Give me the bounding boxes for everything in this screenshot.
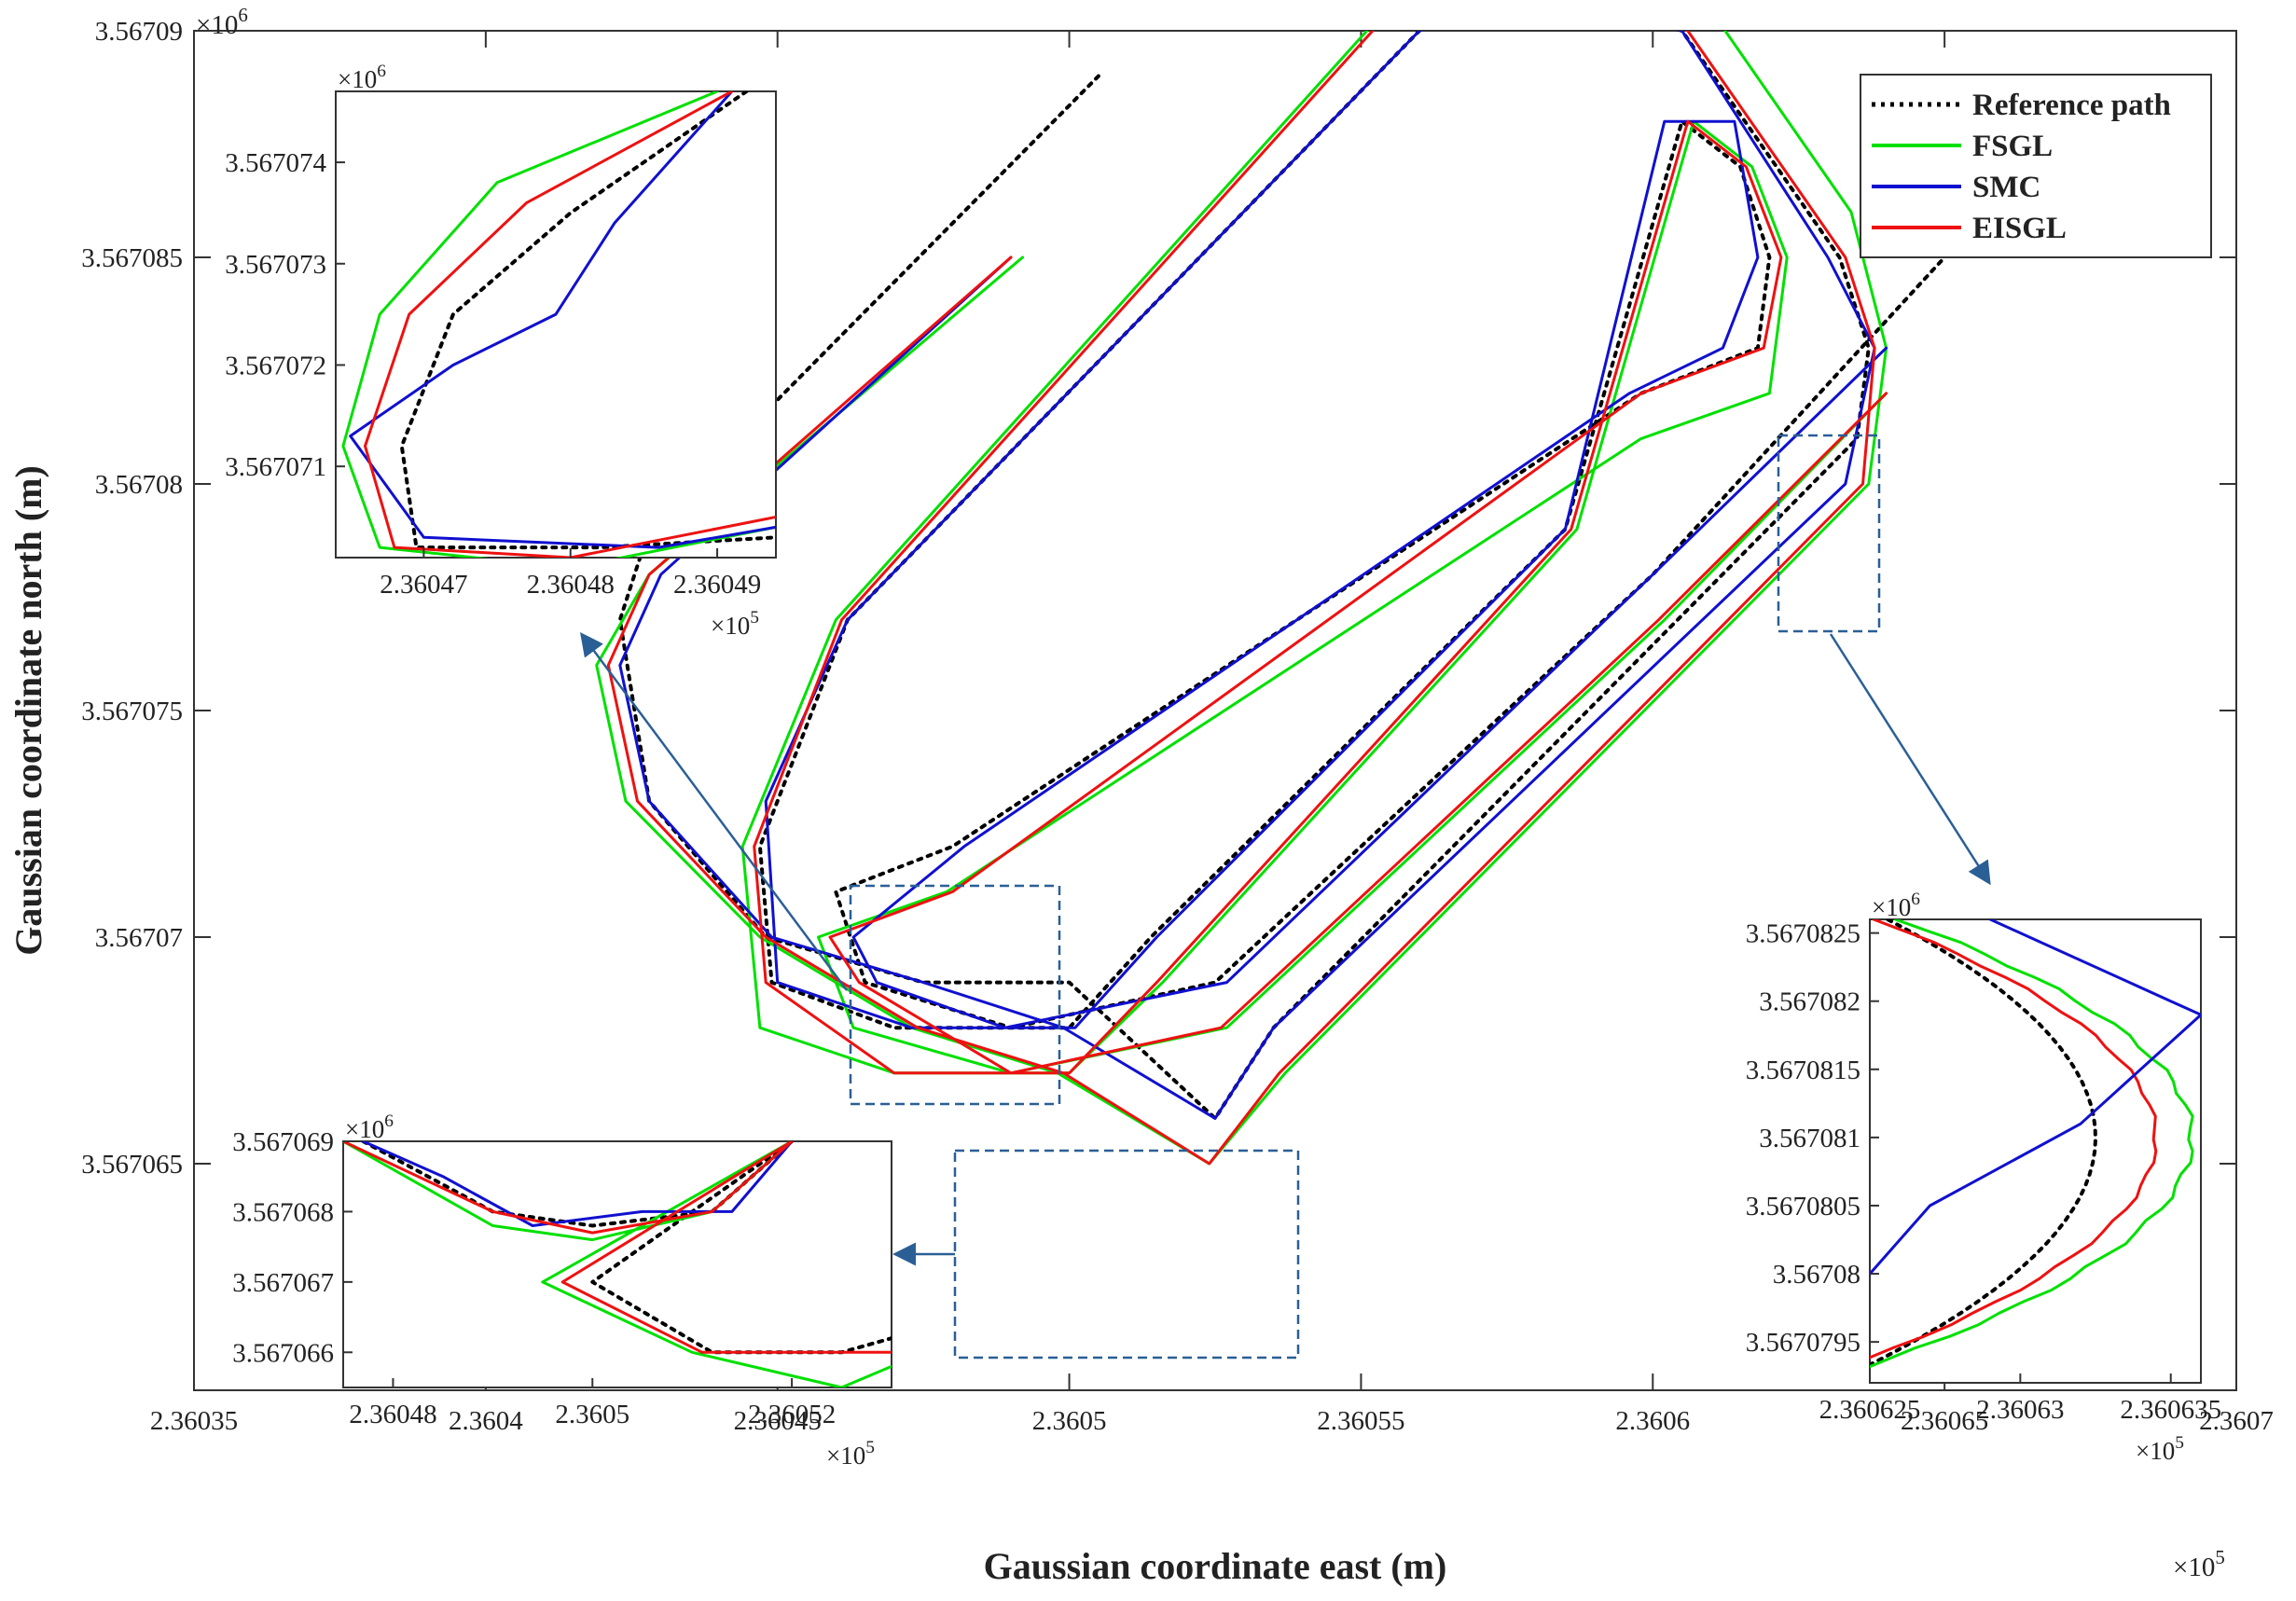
- y-axis-label: Gaussian coordinate north (m): [7, 465, 49, 956]
- zoom-box-bottom: [953, 1149, 1300, 1359]
- inset-bottom-right-x-exponent: ×105: [2136, 1433, 2184, 1465]
- inset-top-left-frame: [335, 90, 777, 559]
- inset-bottom-left-x-tick-label: 2.36052: [748, 1400, 836, 1429]
- inset-bottom-left-plot: [343, 1141, 892, 1387]
- x-tick-label: 2.3604: [449, 1406, 523, 1436]
- x-axis-label: Gaussian coordinate east (m): [984, 1545, 1447, 1587]
- y-tick-label: 3.567065: [81, 1150, 183, 1180]
- inset-top-left-series-reference-path: [399, 91, 776, 550]
- inset-bottom-left-y-tick-label: 3.567066: [232, 1338, 334, 1368]
- x-tick-label: 2.36065: [1901, 1406, 1988, 1436]
- inset-layer: 2.36047 2.36048 2.36049 3.567071 3.567072 3.5…: [225, 62, 2221, 1470]
- inset-top-left-x-tick-label: 2.36049: [673, 570, 761, 600]
- inset-bottom-right-y-tick-label: 3.5670795: [1746, 1328, 1860, 1358]
- inset-top-left-x-exponent: ×105: [711, 608, 759, 640]
- inset-bottom-right-y-tick-label: 3.5670805: [1746, 1192, 1860, 1221]
- inset-top-left-x-tick-label: 2.36047: [380, 570, 467, 600]
- main-plot-area: [595, 31, 1947, 1166]
- inset-bottom-right-y-tick-label: 3.567081: [1759, 1124, 1860, 1153]
- x-exponent-label: ×105: [2173, 1546, 2225, 1582]
- y-tick-label: 3.56709: [95, 17, 183, 47]
- inset-bottom-right-y-tick-label: 3.5670815: [1746, 1056, 1860, 1085]
- x-tick-label: 2.3606: [1615, 1406, 1690, 1436]
- inset-bottom-left-x-tick-label: 2.3605: [555, 1400, 629, 1429]
- inset-bottom-right-y-tick-label: 3.5670825: [1746, 919, 1860, 949]
- inset-bottom-right: 2.360625 2.36063 2.360635 3.5670795 3.56708 3…: [1746, 890, 2221, 1465]
- inset-bottom-left-series-fsgl: [343, 1141, 892, 1387]
- x-tick-label: 2.36055: [1317, 1406, 1404, 1436]
- legend-label-fsgl: FSGL: [1972, 130, 2053, 163]
- inset-bottom-right-y-tick-label: 3.56708: [1773, 1260, 1860, 1290]
- inset-top-left-y-tick-label: 3.567074: [225, 148, 326, 178]
- inset-top-left-series-fsgl: [341, 91, 776, 558]
- inset-bottom-left-x-tick-label: 2.36048: [349, 1400, 436, 1429]
- inset-bottom-left-series-smc: [361, 1141, 794, 1227]
- inset-bottom-right-frame: [1869, 918, 2202, 1384]
- inset-top-left: 2.36047 2.36048 2.36049 3.567071 3.567072 3.5…: [225, 62, 777, 640]
- zoom-box-right-arrow: [1829, 633, 1991, 886]
- inset-bottom-right-series-smc: [1870, 919, 2201, 1276]
- x-tick-label: 2.3605: [1032, 1406, 1107, 1436]
- main-series-reference-path: [617, 31, 1947, 1121]
- inset-top-left-x-tick-label: 2.36048: [527, 570, 615, 600]
- inset-bottom-left-y-tick-label: 3.567067: [232, 1268, 334, 1298]
- inset-bottom-left-y-tick-label: 3.567068: [232, 1197, 334, 1227]
- inset-bottom-right-series-eisgl: [1870, 919, 2158, 1359]
- inset-bottom-right-x-tick-label: 2.36063: [1976, 1395, 2064, 1425]
- zoom-box-right: [1777, 434, 1881, 633]
- y-tick-label: 3.567085: [81, 243, 183, 273]
- x-tick-label: 2.36045: [734, 1406, 822, 1436]
- legend-label-smc: SMC: [1972, 171, 2040, 204]
- zoom-box-left-loop: [849, 884, 1061, 1106]
- inset-bottom-left-y-tick-label: 3.567069: [232, 1127, 334, 1157]
- zoom-box-left-loop-arrow: [580, 631, 849, 991]
- inset-top-left-y-tick-label: 3.567073: [225, 250, 326, 280]
- inset-bottom-right-y-exponent: ×106: [1872, 890, 1920, 921]
- inset-bottom-right-series-reference-path: [1870, 919, 2097, 1367]
- inset-bottom-left-y-exponent: ×106: [345, 1111, 394, 1143]
- inset-top-left-series-smc: [349, 91, 776, 549]
- legend-label-reference-path: Reference path: [1972, 89, 2171, 122]
- inset-top-left-y-exponent: ×106: [338, 62, 386, 93]
- y-tick-label: 3.56708: [95, 470, 183, 500]
- main-series-smc: [618, 31, 1888, 1120]
- inset-bottom-right-series-fsgl: [1870, 919, 2194, 1369]
- inset-top-left-y-tick-label: 3.567072: [225, 351, 326, 380]
- y-tick-label: 3.56707: [95, 923, 183, 953]
- inset-bottom-left-series-eisgl: [343, 1141, 892, 1354]
- inset-top-left-plot: [341, 91, 776, 558]
- inset-bottom-left: 2.36048 2.3605 2.36052 3.567066 3.567067 3.56…: [232, 1111, 892, 1470]
- inset-bottom-right-x-tick-label: 2.360635: [2120, 1395, 2221, 1425]
- legend-label-eisgl: EISGL: [1972, 212, 2067, 245]
- inset-bottom-left-x-exponent: ×105: [826, 1438, 875, 1470]
- y-tick-label: 3.567075: [81, 697, 183, 726]
- legend: Reference path FSGL SMC EISGL: [1860, 74, 2212, 258]
- inset-top-left-series-eisgl: [364, 91, 776, 558]
- y-exponent-label: ×106: [196, 4, 248, 40]
- inset-top-left-y-tick-label: 3.567071: [225, 452, 326, 482]
- inset-bottom-right-y-tick-label: 3.567082: [1759, 987, 1860, 1017]
- inset-bottom-right-plot: [1870, 919, 2201, 1369]
- inset-bottom-right-x-tick-label: 2.360625: [1819, 1395, 1921, 1425]
- main-series-eisgl: [606, 31, 1888, 1166]
- x-tick-label: 2.3607: [2199, 1406, 2274, 1436]
- x-tick-label: 2.36035: [150, 1406, 238, 1436]
